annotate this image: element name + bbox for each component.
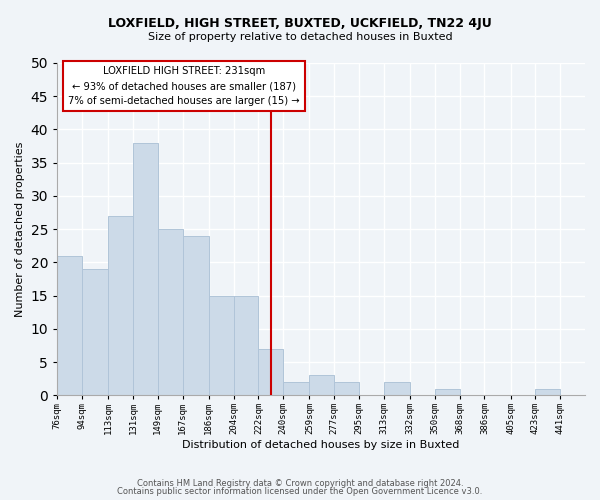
Bar <box>384 382 410 395</box>
Bar <box>233 296 259 395</box>
Y-axis label: Number of detached properties: Number of detached properties <box>15 142 25 317</box>
Bar <box>435 388 460 395</box>
Text: LOXFIELD HIGH STREET: 231sqm
← 93% of detached houses are smaller (187)
7% of se: LOXFIELD HIGH STREET: 231sqm ← 93% of de… <box>68 66 300 106</box>
Bar <box>57 256 82 395</box>
Bar <box>82 269 108 395</box>
Bar <box>283 382 310 395</box>
Bar <box>108 216 133 395</box>
Bar <box>310 376 334 395</box>
Text: Contains public sector information licensed under the Open Government Licence v3: Contains public sector information licen… <box>118 487 482 496</box>
Text: LOXFIELD, HIGH STREET, BUXTED, UCKFIELD, TN22 4JU: LOXFIELD, HIGH STREET, BUXTED, UCKFIELD,… <box>108 18 492 30</box>
Bar <box>209 296 233 395</box>
Bar <box>334 382 359 395</box>
Text: Size of property relative to detached houses in Buxted: Size of property relative to detached ho… <box>148 32 452 42</box>
Bar <box>259 348 283 395</box>
X-axis label: Distribution of detached houses by size in Buxted: Distribution of detached houses by size … <box>182 440 460 450</box>
Bar <box>535 388 560 395</box>
Bar <box>158 229 182 395</box>
Bar <box>133 142 158 395</box>
Bar <box>182 236 209 395</box>
Text: Contains HM Land Registry data © Crown copyright and database right 2024.: Contains HM Land Registry data © Crown c… <box>137 478 463 488</box>
